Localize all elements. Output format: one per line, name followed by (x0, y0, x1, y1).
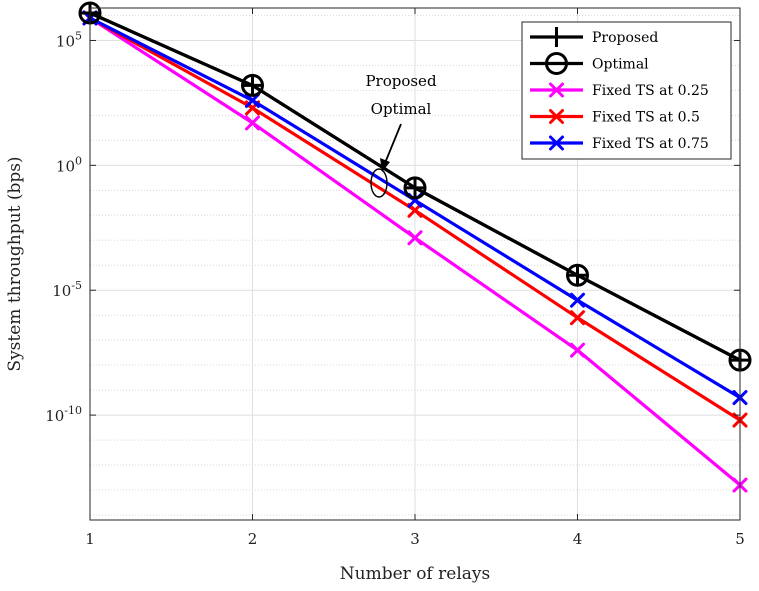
legend-marker (545, 52, 568, 75)
annotation: Proposed Optimal (365, 72, 437, 198)
legend-marker (549, 109, 564, 124)
legend-marker (549, 135, 564, 151)
data-point (405, 177, 425, 198)
ticks: 1 2 3 4 5 105 100 10-5 10-10 (45, 8, 745, 548)
data-point (570, 342, 585, 358)
grid (89, 8, 741, 520)
annotation-line2: Optimal (371, 100, 432, 118)
x-tick-label: 2 (248, 530, 258, 548)
legend-item: Fixed TS at 0.25 (530, 82, 709, 99)
x-tick-label: 3 (410, 530, 420, 548)
data-point (245, 92, 260, 108)
legend-marker (546, 27, 567, 47)
legend-label: Optimal (592, 57, 649, 73)
y-tick-label: 10-10 (45, 404, 82, 425)
y-tick-label: 10-5 (52, 279, 82, 300)
x-axis-label: Number of relays (340, 564, 490, 584)
legend-label: Fixed TS at 0.5 (592, 110, 700, 126)
data-point (570, 310, 585, 326)
legend: Proposed Optimal Fixed TS at 0.25 Fixed TS … (521, 21, 732, 160)
x-tick-label: 5 (735, 530, 745, 548)
y-tick-label: 100 (56, 154, 82, 175)
legend-item: Proposed (530, 27, 658, 47)
annotation-line1: Proposed (365, 72, 437, 90)
legend-item: Optimal (530, 52, 649, 75)
annotation-arrow-shaft (384, 123, 402, 164)
legend-label: Proposed (592, 30, 658, 46)
legend-marker (549, 82, 564, 98)
y-tick-label: 105 (56, 29, 82, 50)
y-axis-label: System throughput (bps) (5, 156, 25, 371)
data-point (407, 230, 423, 246)
legend-label: Fixed TS at 0.75 (592, 136, 709, 152)
data-point (245, 115, 260, 131)
x-tick-label: 4 (573, 530, 583, 548)
data-point (567, 265, 588, 286)
legend-label: Fixed TS at 0.25 (592, 83, 709, 99)
legend-item: Fixed TS at 0.5 (530, 109, 700, 126)
annotation-ellipse (370, 168, 388, 198)
annotation-arrowhead (380, 158, 390, 172)
data-point (242, 75, 263, 96)
x-tick-label: 1 (85, 530, 95, 548)
legend-item: Fixed TS at 0.75 (530, 135, 709, 152)
data-point (570, 292, 585, 308)
